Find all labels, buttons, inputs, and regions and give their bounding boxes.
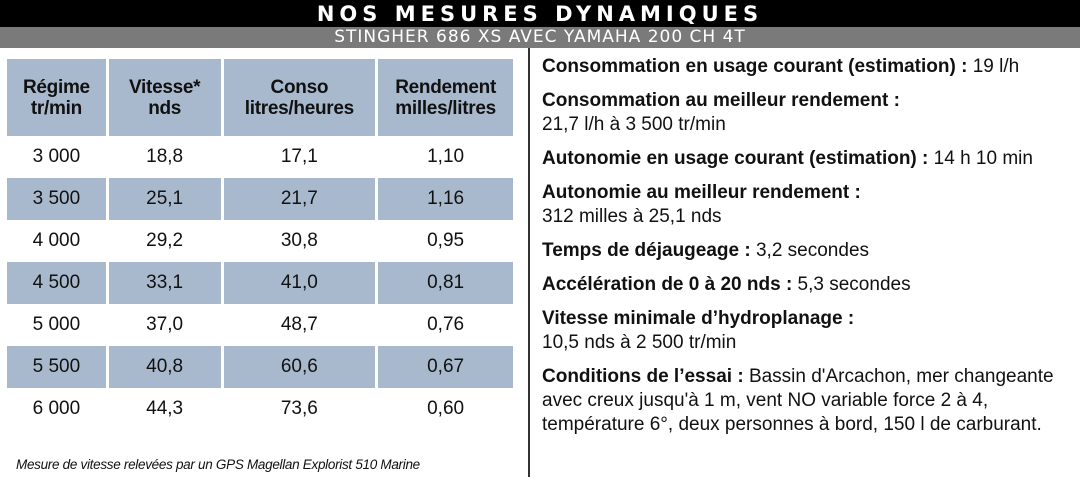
page-subtitle: STINGHER 686 XS AVEC YAMAHA 200 CH 4T [0, 27, 1080, 48]
detail-item: Autonomie en usage courant (estimation) … [542, 147, 1074, 171]
detail-label: Autonomie au meilleur rendement : [542, 182, 861, 203]
measures-table: Régime tr/min Vitesse* nds Conso litres/heu… [7, 59, 513, 430]
rendement-cell: 1,10 [427, 146, 465, 167]
detail-label: Autonomie en usage courant (estimation) … [542, 148, 929, 169]
vitesse-cell: 37,0 [109, 304, 224, 346]
detail-label: Consommation au meilleur rendement : [542, 90, 900, 111]
table-row: 4 000 29,2 30,8 0,95 [7, 220, 513, 262]
footnote: Mesure de vitesse relevées par un GPS Ma… [16, 457, 420, 472]
detail-label: Vitesse minimale d’hydroplanage : [542, 308, 855, 329]
rendement-cell: 0,81 [378, 262, 513, 304]
detail-item: Accélération de 0 à 20 nds : 5,3 seconde… [542, 273, 1074, 297]
details-panel: Consommation en usage courant (estimatio… [542, 55, 1074, 447]
regime-cell: 6 000 [7, 388, 109, 430]
conso-cell: 73,6 [224, 388, 379, 430]
header-rendement: Rendement milles/litres [378, 59, 513, 136]
header-vitesse: Vitesse* nds [108, 59, 224, 136]
detail-item: Vitesse minimale d’hydroplanage : 10,5 nd… [542, 307, 1074, 355]
header-conso: Conso litres/heures [223, 59, 379, 136]
regime-cell: 5 500 [7, 346, 109, 388]
regime-cell: 4 000 [7, 220, 109, 262]
conso-cell: 48,7 [224, 304, 379, 346]
conso-cell: 17,1 [224, 136, 379, 178]
column-divider [528, 48, 530, 477]
detail-value: 3,2 secondes [755, 240, 870, 261]
detail-label: Consommation en usage courant (estimatio… [542, 56, 968, 77]
detail-value: 21,7 l/h à 3 500 tr/min [542, 114, 726, 135]
detail-item: Consommation au meilleur rendement : 21,7… [542, 89, 1074, 137]
rendement-cell: 0,76 [427, 314, 465, 335]
detail-item: Conditions de l’essai : Bassin d'Arcacho… [542, 365, 1074, 437]
measures-panel: Régime tr/min Vitesse* nds Conso litres/heu… [0, 48, 528, 477]
rendement-cell: 0,60 [427, 398, 465, 419]
table-row: 5 500 40,8 60,6 0,67 [7, 346, 513, 388]
vitesse-cell: 18,8 [109, 136, 224, 178]
vitesse-cell: 25,1 [108, 178, 224, 220]
table-row: 6 000 44,3 73,6 0,60 [7, 388, 513, 430]
detail-label: Accélération de 0 à 20 nds : [542, 274, 793, 295]
detail-value: 14 h 10 min [933, 148, 1033, 169]
regime-cell: 3 000 [7, 136, 109, 178]
detail-value: 312 milles à 25,1 nds [542, 206, 722, 227]
table-row: 5 000 37,0 48,7 0,76 [7, 304, 513, 346]
header-regime: Régime tr/min [7, 59, 109, 136]
page-title: NOS MESURES DYNAMIQUES [0, 0, 1080, 27]
detail-label: Conditions de l’essai : [542, 366, 744, 387]
rendement-cell: 0,67 [378, 346, 513, 388]
conso-cell: 60,6 [223, 346, 379, 388]
detail-value: 10,5 nds à 2 500 tr/min [542, 332, 737, 353]
regime-cell: 4 500 [7, 262, 109, 304]
detail-label: Temps de déjaugeage : [542, 240, 751, 261]
vitesse-cell: 33,1 [108, 262, 224, 304]
table-row: 3 500 25,1 21,7 1,16 [7, 178, 513, 220]
vitesse-cell: 40,8 [108, 346, 224, 388]
vitesse-cell: 29,2 [109, 220, 224, 262]
detail-value: 5,3 secondes [797, 274, 911, 295]
detail-value: 19 l/h [972, 56, 1020, 77]
conso-cell: 30,8 [224, 220, 379, 262]
regime-cell: 3 500 [7, 178, 109, 220]
table-row: 4 500 33,1 41,0 0,81 [7, 262, 513, 304]
detail-item: Consommation en usage courant (estimatio… [542, 55, 1074, 79]
vitesse-cell: 44,3 [109, 388, 224, 430]
rendement-cell: 1,16 [378, 178, 513, 220]
rendement-cell: 0,95 [427, 230, 465, 251]
conso-cell: 41,0 [223, 262, 379, 304]
table-row: 3 000 18,8 17,1 1,10 [7, 136, 513, 178]
detail-value: Bassin d'Arcachon, mer changeante avec c… [542, 366, 1054, 435]
conso-cell: 21,7 [223, 178, 379, 220]
detail-item: Autonomie au meilleur rendement : 312 mil… [542, 181, 1074, 229]
table-header-row: Régime tr/min Vitesse* nds Conso litres/heu… [7, 59, 513, 136]
detail-item: Temps de déjaugeage : 3,2 secondes [542, 239, 1074, 263]
regime-cell: 5 000 [7, 304, 109, 346]
